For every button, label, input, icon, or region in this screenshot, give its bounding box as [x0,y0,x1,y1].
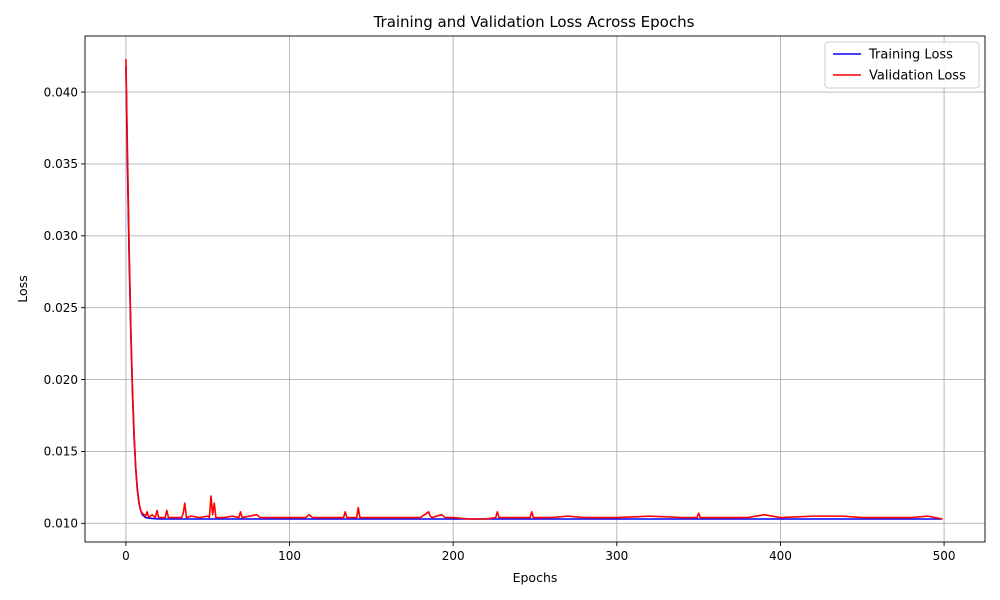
x-tick-label: 100 [278,549,301,563]
y-axis-label: Loss [15,275,30,302]
y-tick-label: 0.025 [44,301,78,315]
x-axis-label: Epochs [513,570,558,585]
grid-lines [85,36,985,542]
series-layer [125,58,943,520]
chart-title: Training and Validation Loss Across Epoc… [373,13,695,31]
plot-area-frame [84,35,986,543]
legend: Training Loss Validation Loss [824,41,980,89]
x-tick-label: 400 [769,549,792,563]
x-tick-label: 200 [442,549,465,563]
legend-label-training: Training Loss [868,48,953,63]
legend-box [824,41,980,89]
x-tick-label: 300 [605,549,628,563]
x-tick-label: 0 [122,549,130,563]
y-tick-label: 0.040 [44,85,78,99]
validation-loss-line [125,58,943,520]
y-tick-label: 0.015 [44,445,78,459]
x-axis: 0 100 200 300 400 500 [122,542,956,563]
y-tick-label: 0.010 [44,517,78,531]
legend-label-validation: Validation Loss [869,69,966,84]
y-tick-label: 0.030 [44,229,78,243]
y-tick-label: 0.020 [44,373,78,387]
y-tick-label: 0.035 [44,157,78,171]
x-tick-label: 500 [933,549,956,563]
y-axis: 0.010 0.015 0.020 0.025 0.030 0.035 0.040 [44,85,85,531]
